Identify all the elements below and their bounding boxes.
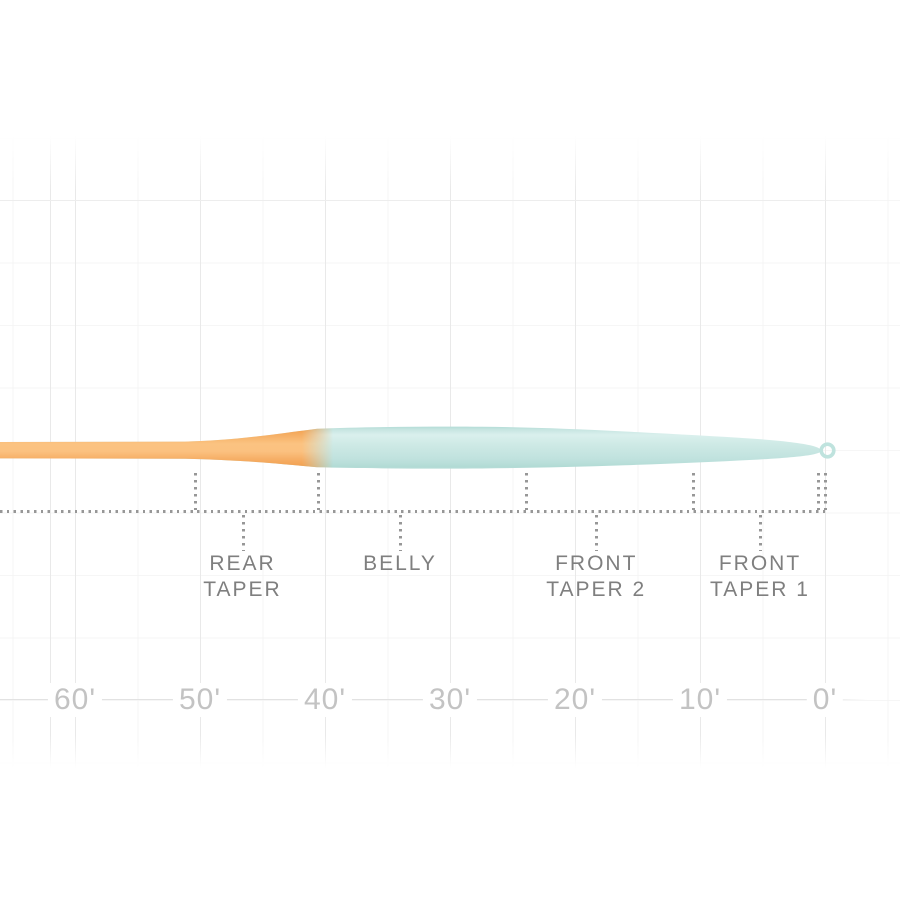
label-pointer-stub [759, 515, 762, 551]
section-boundary-marker [316, 473, 320, 510]
section-label-line: TAPER [203, 578, 282, 601]
label-pointer-stub [241, 515, 245, 551]
section-boundary-marker [525, 473, 529, 510]
section-label-rear-taper: REAR TAPER [203, 551, 281, 603]
label-pointer-stub [399, 515, 402, 551]
section-boundary-marker [816, 473, 820, 510]
section-boundary-marker [824, 473, 827, 510]
section-label-line: FRONT [718, 552, 802, 575]
section-label-line: TAPER 2 [546, 578, 647, 601]
axis-tick-label-40ft: 40' [297, 683, 353, 717]
axis-tick-label-50ft: 50' [172, 683, 228, 717]
section-label-line: FRONT [555, 552, 638, 575]
section-label-front-taper-1: FRONT TAPER 1 [710, 551, 810, 603]
axis-tick-label-60ft: 60' [47, 683, 103, 717]
axis-tick-label-0ft: 0' [806, 683, 844, 717]
axis-tick-label-30ft: 30' [422, 683, 478, 717]
axis-tick-label-10ft: 10' [672, 683, 728, 717]
welded-tip-loop [819, 442, 836, 459]
section-label-line: BELLY [363, 552, 437, 575]
upper-gridline [0, 200, 900, 201]
running-line-orange-section [0, 426, 345, 469]
axis-tick-label-20ft: 20' [547, 683, 603, 717]
section-label-front-taper-2: FRONT TAPER 2 [546, 551, 646, 603]
dotted-ruler-line [0, 510, 827, 513]
label-pointer-stub [595, 515, 599, 551]
section-boundary-marker [691, 473, 695, 510]
section-label-line: TAPER 1 [710, 578, 810, 601]
section-label-line: REAR [209, 552, 276, 575]
section-boundary-marker [194, 473, 197, 510]
section-label-belly: BELLY [363, 551, 437, 577]
